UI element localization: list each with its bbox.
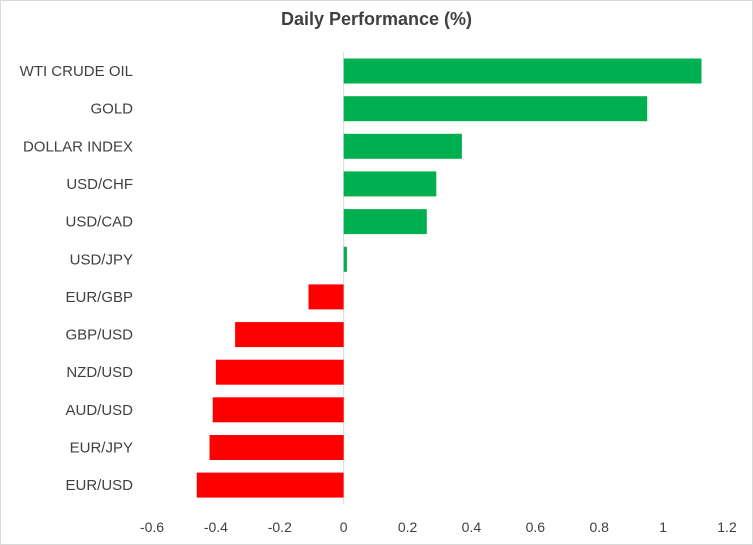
x-tick-label: 1.2 <box>717 519 737 535</box>
category-label: EUR/JPY <box>70 440 133 457</box>
bar-aud-usd <box>212 397 344 423</box>
x-tick-label: -0.4 <box>204 519 228 535</box>
x-tick-label: 0.4 <box>462 519 482 535</box>
category-label: EUR/USD <box>65 477 133 494</box>
category-label: USD/CHF <box>66 176 133 193</box>
bar-gold <box>343 96 648 122</box>
x-tick-label: 0.8 <box>589 519 609 535</box>
category-label: WTI CRUDE OIL <box>20 63 133 80</box>
category-label: USD/CAD <box>65 214 133 231</box>
x-tick-label: -0.2 <box>268 519 292 535</box>
category-label: GBP/USD <box>65 327 133 344</box>
category-label: AUD/USD <box>65 402 133 419</box>
bar-usd-cad <box>343 209 427 235</box>
chart-title: Daily Performance (%) <box>280 9 473 29</box>
category-label: EUR/GBP <box>65 289 133 306</box>
category-label: USD/JPY <box>70 251 133 268</box>
bar-wti-crude-oil <box>343 58 702 84</box>
bar-nzd-usd <box>215 359 344 385</box>
bar-eur-jpy <box>209 435 344 460</box>
bar-eur-usd <box>196 472 344 498</box>
x-tick-label: 0.2 <box>398 519 418 535</box>
category-label: NZD/USD <box>66 364 133 381</box>
x-tick-label: -0.6 <box>140 519 164 535</box>
bar-eur-gbp <box>308 284 344 310</box>
x-tick-label: 1 <box>659 519 667 535</box>
bar-dollar-index <box>343 133 462 159</box>
category-label: GOLD <box>90 101 133 118</box>
bar-gbp-usd <box>235 322 344 348</box>
category-label: DOLLAR INDEX <box>23 138 133 155</box>
x-tick-label: 0.6 <box>526 519 546 535</box>
bar-usd-chf <box>343 171 437 197</box>
x-tick-label: 0 <box>340 519 348 535</box>
bar-usd-jpy <box>343 246 347 272</box>
